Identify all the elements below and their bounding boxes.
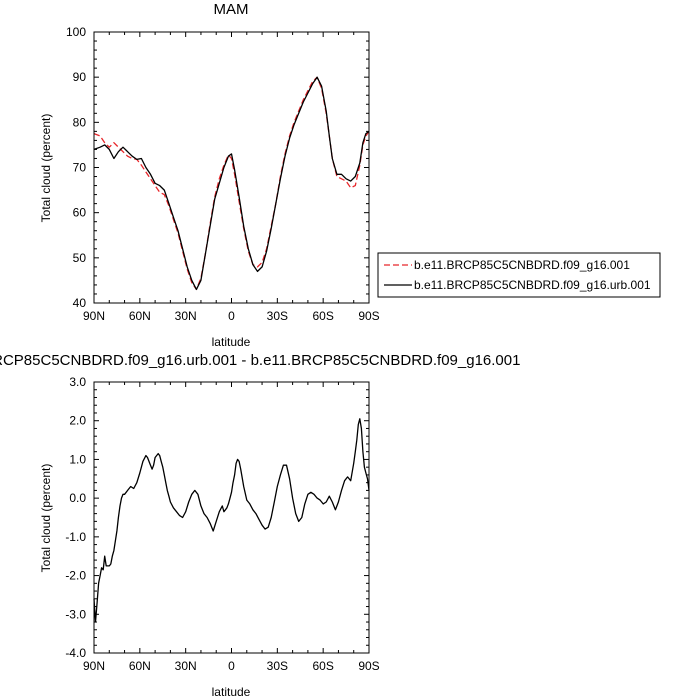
y-tick-label: 40	[73, 296, 87, 310]
bottom-x-axis-label: latitude	[212, 685, 251, 699]
y-tick-label: -3.0	[65, 607, 86, 621]
top-chart-title: MAM	[214, 1, 249, 18]
y-tick-label: 2.0	[69, 414, 86, 428]
y-tick-label: 70	[73, 161, 87, 175]
x-tick-label: 30N	[175, 309, 197, 323]
top-plot-lines	[93, 76, 370, 291]
top-x-tick-labels: 90N 60N 30N 0 30S 60S 90S	[83, 309, 380, 323]
x-tick-label: 90N	[83, 309, 105, 323]
legend-label-series-1: b.e11.BRCP85C5CNBDRD.f09_g16.001	[414, 258, 630, 272]
x-tick-label: 0	[228, 659, 235, 673]
y-tick-label: 100	[66, 25, 86, 39]
top-ticks	[93, 31, 370, 304]
y-tick-label: 1.0	[69, 452, 86, 466]
x-tick-label: 60N	[129, 659, 151, 673]
x-tick-label: 90N	[83, 659, 105, 673]
legend: b.e11.BRCP85C5CNBDRD.f09_g16.001 b.e11.B…	[377, 252, 661, 298]
y-tick-label: 90	[73, 70, 87, 84]
x-tick-label: 60S	[312, 659, 333, 673]
top-x-axis-label: latitude	[212, 335, 251, 349]
bottom-plot-frame	[93, 381, 370, 654]
x-tick-label: 30S	[267, 659, 288, 673]
y-tick-label: 3.0	[69, 375, 86, 389]
top-y-axis-label: Total cloud (percent)	[39, 114, 53, 223]
series-line-2	[93, 76, 370, 291]
y-tick-label: 0.0	[69, 491, 86, 505]
y-tick-label: -1.0	[65, 530, 86, 544]
x-tick-label: 0	[228, 309, 235, 323]
bottom-x-tick-labels: 90N 60N 30N 0 30S 60S 90S	[83, 659, 380, 673]
x-tick-label: 90S	[358, 309, 379, 323]
bottom-y-tick-labels: 3.0 2.0 1.0 0.0 -1.0 -2.0 -3.0 -4.0	[65, 375, 86, 660]
y-tick-label: -2.0	[65, 569, 86, 583]
bottom-plot-lines	[93, 418, 370, 623]
y-tick-label: 80	[73, 115, 87, 129]
top-plot-frame	[93, 31, 370, 304]
top-y-tick-labels: 40 50 60 70 80 90 100	[66, 25, 86, 310]
y-tick-label: 60	[73, 206, 87, 220]
series-line-1	[93, 418, 370, 623]
legend-label-series-2: b.e11.BRCP85C5CNBDRD.f09_g16.urb.001	[414, 278, 651, 292]
y-tick-label: 50	[73, 251, 87, 265]
y-tick-label: -4.0	[65, 646, 86, 660]
top-panel: MAM 90N 60N 30N 0 30S 60S 90S 405060708090100 …	[39, 1, 380, 349]
bottom-y-axis-label: Total cloud (percent)	[39, 464, 53, 573]
bottom-ticks	[93, 381, 370, 654]
x-tick-label: 90S	[358, 659, 379, 673]
x-tick-label: 60S	[312, 309, 333, 323]
x-tick-label: 30S	[267, 309, 288, 323]
bottom-panel: b.e11.BRCP85C5CNBDRD.f09_g16.urb.001 - b…	[0, 352, 520, 699]
series-line-1	[93, 76, 370, 291]
x-tick-label: 60N	[129, 309, 151, 323]
x-tick-label: 30N	[175, 659, 197, 673]
bottom-chart-title: b.e11.BRCP85C5CNBDRD.f09_g16.urb.001 - b…	[0, 352, 520, 369]
legend-box	[377, 252, 661, 298]
